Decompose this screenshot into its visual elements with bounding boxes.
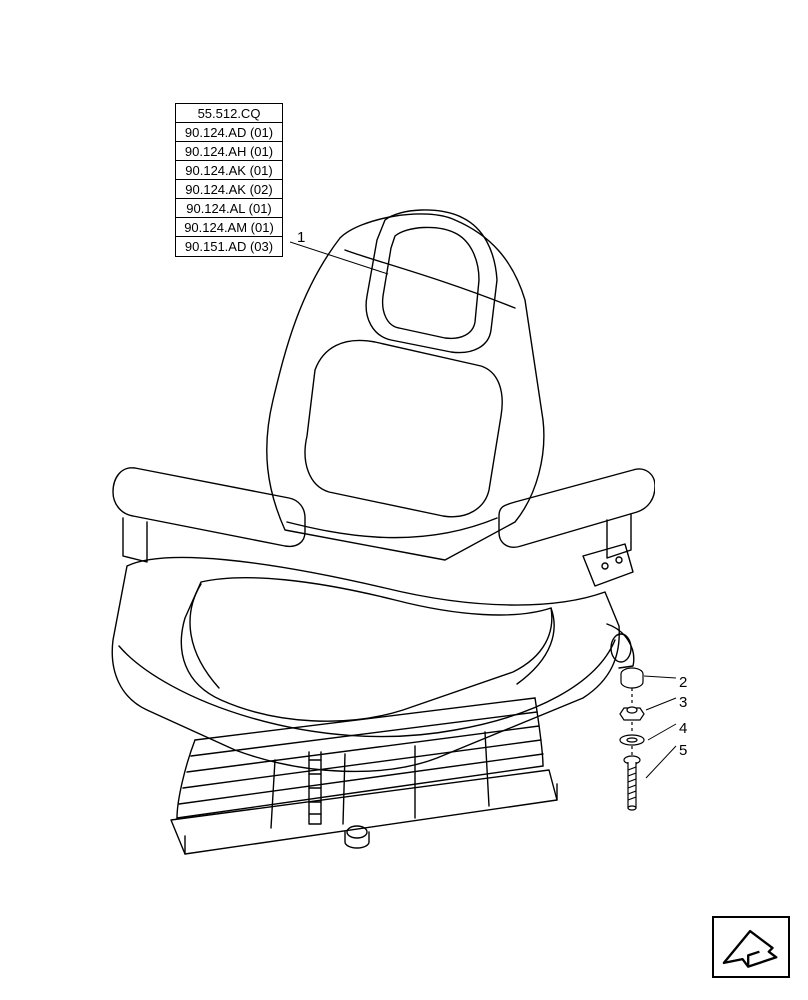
- reference-label: 90.124.AK (01): [175, 160, 283, 181]
- reference-label: 90.124.AH (01): [175, 141, 283, 162]
- seat-line-drawing: [85, 200, 655, 860]
- reference-label: 90.124.AD (01): [175, 122, 283, 143]
- callout-number: 2: [679, 674, 687, 691]
- reference-label: 55.512.CQ: [175, 103, 283, 124]
- leader-fasteners: [640, 668, 680, 818]
- diagram-canvas: 55.512.CQ90.124.AD (01)90.124.AH (01)90.…: [0, 0, 808, 1000]
- callout-number: 4: [679, 720, 687, 737]
- corner-logo: [712, 916, 790, 978]
- reference-label: 90.124.AK (02): [175, 179, 283, 200]
- callout-number: 5: [679, 742, 687, 759]
- callout-number: 3: [679, 694, 687, 711]
